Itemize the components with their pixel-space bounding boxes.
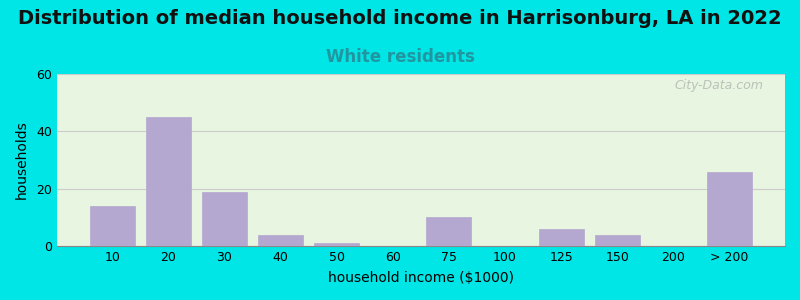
Text: White residents: White residents [326,48,474,66]
Bar [538,229,583,246]
Bar [258,235,303,246]
Text: City-Data.com: City-Data.com [674,79,763,92]
Bar [202,192,247,246]
Bar [90,206,134,246]
X-axis label: household income ($1000): household income ($1000) [328,271,514,285]
Text: Distribution of median household income in Harrisonburg, LA in 2022: Distribution of median household income … [18,9,782,28]
Bar [594,235,640,246]
Bar [314,243,359,246]
Bar [426,218,471,246]
Bar [707,172,752,246]
Bar [146,117,190,246]
Y-axis label: households: households [15,121,29,200]
